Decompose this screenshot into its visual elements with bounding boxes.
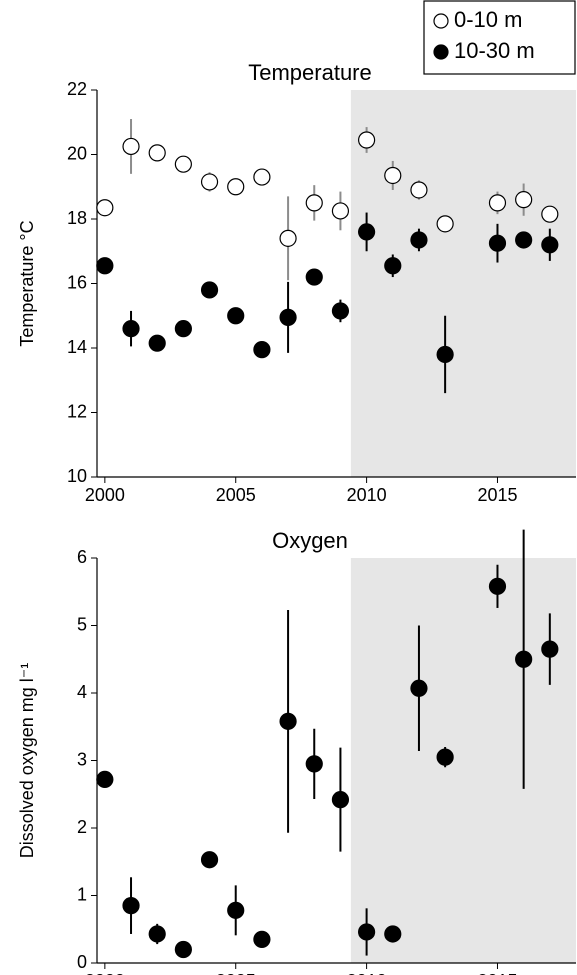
data-point bbox=[541, 205, 559, 223]
data-point bbox=[227, 307, 245, 325]
x-tick-label: 2000 bbox=[85, 485, 125, 505]
shaded-region bbox=[350, 90, 576, 477]
data-point bbox=[305, 755, 323, 773]
x-tick-label: 2005 bbox=[216, 971, 256, 975]
x-tick-label: 2010 bbox=[347, 485, 387, 505]
data-point bbox=[200, 173, 219, 191]
x-tick-label: 2015 bbox=[477, 971, 517, 975]
data-point bbox=[436, 345, 454, 364]
y-tick-label: 3 bbox=[77, 749, 87, 769]
y-tick-label: 18 bbox=[67, 208, 87, 228]
data-point bbox=[384, 925, 402, 943]
data-point bbox=[200, 281, 219, 299]
shaded-region bbox=[350, 558, 576, 963]
legend-label: 0-10 m bbox=[454, 7, 522, 32]
y-tick-label: 12 bbox=[67, 401, 87, 421]
data-point bbox=[96, 770, 114, 789]
data-point bbox=[358, 223, 376, 241]
data-point bbox=[410, 181, 428, 199]
y-axis-label: Temperature °C bbox=[17, 220, 37, 346]
data-point bbox=[148, 144, 166, 162]
data-point bbox=[174, 155, 192, 173]
y-tick-label: 10 bbox=[67, 466, 87, 486]
data-point bbox=[253, 930, 271, 948]
data-point bbox=[436, 215, 454, 233]
y-tick-label: 5 bbox=[77, 614, 87, 634]
data-point bbox=[227, 178, 245, 196]
y-tick-label: 20 bbox=[67, 143, 87, 163]
y-tick-label: 14 bbox=[67, 337, 87, 357]
data-point bbox=[410, 679, 428, 697]
data-point bbox=[515, 231, 533, 249]
data-point bbox=[488, 234, 507, 252]
data-point bbox=[410, 231, 428, 249]
data-point bbox=[174, 940, 192, 959]
data-point bbox=[122, 897, 140, 915]
data-point bbox=[488, 577, 507, 595]
data-point bbox=[279, 229, 297, 247]
data-point bbox=[384, 166, 402, 185]
y-tick-label: 6 bbox=[77, 547, 87, 567]
data-point bbox=[253, 341, 271, 359]
data-point bbox=[541, 236, 559, 254]
data-point bbox=[253, 168, 271, 186]
data-point bbox=[200, 851, 219, 869]
chart-title: Oxygen bbox=[272, 528, 348, 553]
legend-marker bbox=[433, 44, 449, 60]
data-point bbox=[331, 202, 350, 220]
legend-label: 10-30 m bbox=[454, 38, 535, 63]
data-point bbox=[96, 199, 114, 217]
data-point bbox=[96, 257, 114, 275]
y-tick-label: 0 bbox=[77, 952, 87, 972]
y-axis-label: Dissolved oxygen mg l⁻¹ bbox=[17, 663, 37, 859]
data-point bbox=[331, 302, 350, 320]
legend-marker bbox=[433, 13, 449, 29]
data-point bbox=[384, 257, 402, 275]
chart-title: Temperature bbox=[248, 60, 372, 85]
x-tick-label: 2000 bbox=[85, 971, 125, 975]
data-point bbox=[358, 923, 376, 941]
x-tick-label: 2015 bbox=[477, 485, 517, 505]
data-point bbox=[279, 308, 297, 326]
data-point bbox=[122, 137, 140, 156]
x-tick-label: 2005 bbox=[216, 485, 256, 505]
data-point bbox=[331, 791, 350, 809]
data-point bbox=[515, 650, 533, 668]
data-point bbox=[174, 320, 192, 338]
data-point bbox=[488, 194, 507, 212]
data-point bbox=[122, 320, 140, 338]
data-point bbox=[305, 268, 323, 286]
data-point bbox=[227, 901, 245, 919]
x-tick-label: 2010 bbox=[347, 971, 387, 975]
y-tick-label: 4 bbox=[77, 682, 87, 702]
data-point bbox=[515, 191, 533, 209]
data-point bbox=[148, 334, 166, 352]
legend-box bbox=[423, 0, 576, 75]
data-point bbox=[436, 748, 454, 766]
data-point bbox=[541, 640, 559, 658]
data-point bbox=[148, 925, 166, 943]
y-tick-label: 22 bbox=[67, 79, 87, 99]
data-point bbox=[305, 194, 323, 212]
y-tick-label: 1 bbox=[77, 884, 87, 904]
y-tick-label: 2 bbox=[77, 817, 87, 837]
y-tick-label: 16 bbox=[67, 272, 87, 292]
data-point bbox=[358, 131, 376, 149]
data-point bbox=[279, 712, 297, 730]
